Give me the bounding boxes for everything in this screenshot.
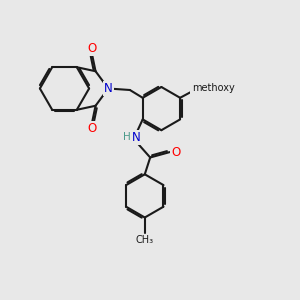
- Text: O: O: [191, 82, 200, 95]
- Text: N: N: [104, 82, 113, 95]
- Text: CH₃: CH₃: [136, 235, 154, 245]
- Text: O: O: [87, 122, 97, 135]
- Text: O: O: [87, 42, 97, 55]
- Text: H: H: [123, 132, 131, 142]
- Text: methoxy: methoxy: [192, 83, 235, 93]
- Text: N: N: [132, 131, 140, 144]
- Text: O: O: [172, 146, 181, 159]
